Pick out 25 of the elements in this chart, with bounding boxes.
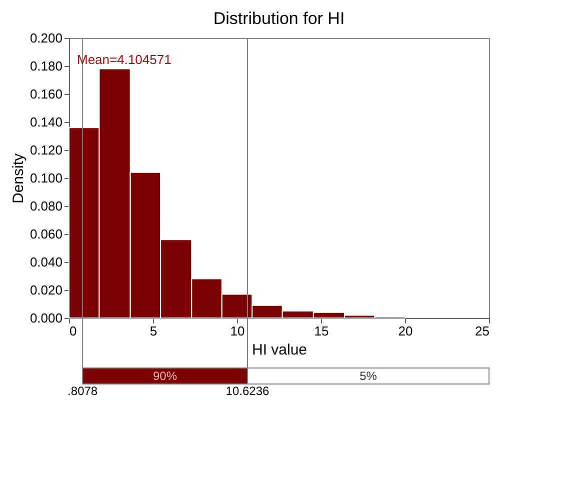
y-tick-label: 0.080 — [30, 198, 62, 214]
text: 5% — [360, 369, 378, 383]
ref-line-label: .8078 — [68, 384, 98, 398]
x-tick-label: 0 — [70, 324, 77, 338]
x-tick-label: 20 — [398, 324, 413, 338]
y-tick-label: 0.200 — [30, 30, 62, 46]
text: 90% — [153, 369, 178, 383]
chart-title: Distribution for HI — [213, 9, 345, 28]
y-tick-label: 0.160 — [30, 86, 62, 102]
ref-line-label: 10.6236 — [226, 384, 270, 398]
y-tick-label: 0.040 — [30, 254, 62, 270]
y-tick-label: 0.100 — [30, 170, 62, 186]
x-tick-label: 25 — [475, 324, 490, 338]
y-tick-label: 0.120 — [30, 142, 62, 158]
y-axis-title: Density — [10, 153, 27, 204]
y-tick-label: 0.000 — [30, 310, 62, 326]
y-tick-label: 0.060 — [30, 226, 62, 242]
y-tick-label: 0.140 — [30, 114, 62, 130]
y-tick-label: 0.020 — [30, 282, 62, 298]
y-tick-label: 0.180 — [30, 58, 62, 74]
x-axis-title: HI value — [252, 342, 308, 358]
annotation: Mean=4.104571 — [77, 52, 172, 67]
x-tick-label: 5 — [150, 324, 158, 338]
x-tick-label: 10 — [230, 324, 245, 338]
x-tick-label: 15 — [314, 324, 329, 338]
